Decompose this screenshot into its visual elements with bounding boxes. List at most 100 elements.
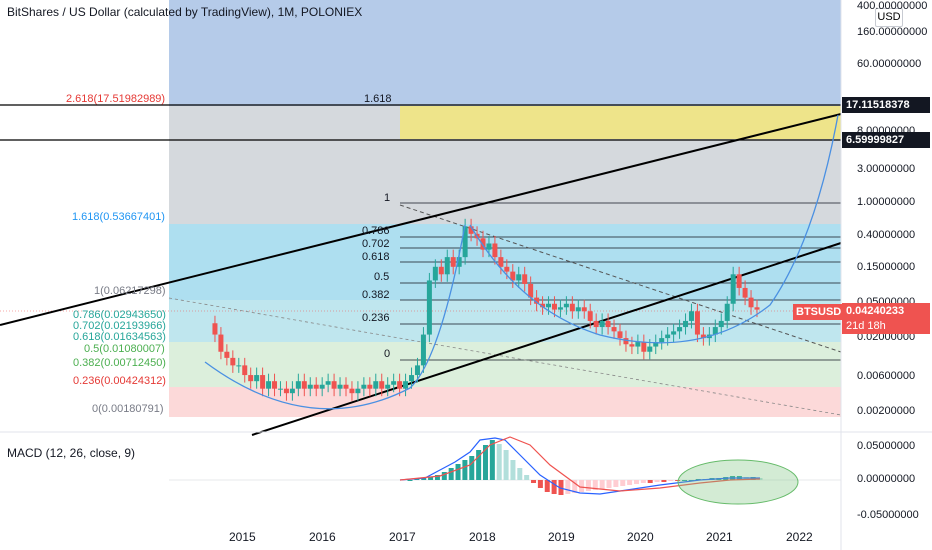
y-tick: 160.00000000 (857, 26, 928, 38)
candle-body (569, 303, 575, 312)
candle-body (522, 274, 528, 284)
candle-body (581, 307, 587, 312)
candle-body (623, 338, 629, 345)
y-tick: 1.00000000 (857, 196, 916, 208)
macd-bar (428, 477, 434, 480)
macd-bar (489, 440, 495, 480)
y-tick: 400.00000000 (857, 0, 928, 12)
macd-bar (647, 480, 653, 483)
zone-white-box (0, 106, 169, 141)
macd-bar (448, 468, 454, 480)
candle-body (331, 381, 337, 389)
lower-line-tag: 6.59999827 (842, 132, 930, 148)
candle-body (391, 381, 397, 385)
macd-bar (496, 444, 502, 480)
candle-body (599, 320, 605, 328)
macd-bar (599, 480, 605, 489)
macd-bar (606, 480, 612, 488)
macd-bar (476, 450, 482, 480)
candle-body (385, 384, 391, 389)
macd-bar (503, 450, 509, 480)
candle-body (283, 388, 289, 394)
macd-bar (613, 480, 619, 487)
candle-body (230, 357, 236, 366)
fib-center-label: 0.382 (362, 289, 390, 301)
y-tick: 0.02000000 (857, 331, 916, 343)
candle-body (438, 266, 444, 275)
symbol-tag: BTSUSD (793, 304, 845, 320)
candle-body (462, 226, 468, 258)
macd-bar (510, 460, 516, 480)
fib-center-label: 0.236 (362, 312, 390, 324)
candle-body (456, 257, 462, 267)
candle-body (289, 388, 295, 394)
candle-body (492, 243, 498, 258)
candle-body (683, 320, 689, 328)
candle-body (587, 311, 593, 321)
macd-bar (414, 479, 420, 480)
candle-body (498, 257, 504, 267)
candle-body (694, 311, 700, 335)
x-tick: 2019 (548, 530, 575, 544)
macd-bar (407, 480, 413, 481)
candle-body (510, 271, 516, 281)
candle-body (516, 274, 522, 281)
candle-body (730, 274, 736, 304)
candle-body (629, 344, 635, 347)
macd-tick: -0.05000000 (857, 509, 919, 521)
macd-bar (620, 480, 626, 486)
fib-lines (400, 202, 841, 361)
zone-top-blue (169, 0, 841, 106)
candle-body (557, 307, 563, 310)
fib-label: 0.786(0.02943650) (73, 309, 166, 321)
fib-label: 0.236(0.00424312) (73, 375, 166, 387)
macd-bar (524, 475, 530, 480)
candle-body (337, 384, 343, 389)
y-tick: 0.00600000 (857, 370, 916, 382)
candle-body (313, 384, 319, 389)
fib-label: 0.618(0.01634563) (73, 331, 166, 343)
candle-body (420, 334, 426, 366)
candle-body (653, 342, 659, 347)
y-tick: 3.00000000 (857, 163, 916, 175)
macd-bar (654, 480, 660, 482)
y-tick: 0.40000000 (857, 229, 916, 241)
arc-2 (469, 114, 839, 344)
macd-bar (421, 478, 427, 480)
macd-bar (462, 460, 468, 480)
macd-bar (482, 445, 488, 480)
candle-body (355, 388, 361, 394)
fib-label: 0.5(0.01080007) (84, 343, 165, 355)
candle-body (748, 297, 754, 308)
x-tick: 2018 (469, 530, 496, 544)
zone-fib-red (169, 387, 841, 417)
currency-button[interactable]: USD (875, 8, 903, 27)
macd-bar (544, 480, 550, 492)
candle-body (688, 311, 694, 321)
candle-body (367, 384, 373, 389)
macd-bar (551, 480, 557, 494)
candle-body (260, 375, 266, 389)
candle-body (432, 266, 438, 281)
candle-body (593, 320, 599, 328)
candle-body (647, 346, 653, 352)
last-price-tag: 0.04240233 (842, 303, 930, 319)
macd-bar (434, 475, 440, 480)
y-tick: 0.00200000 (857, 405, 916, 417)
candle-body (534, 297, 540, 304)
candle-body (343, 384, 349, 389)
upper-line-tag: 17.11518378 (842, 97, 930, 113)
macd-bar (469, 456, 475, 480)
fib-center-label: 0.786 (362, 225, 390, 237)
signal-line (399, 436, 761, 492)
candle-body (301, 381, 307, 389)
macd-bar (517, 468, 523, 480)
zone-fib-green (169, 342, 841, 387)
fib-label: 0(0.00180791) (92, 403, 164, 415)
candle-body (277, 388, 283, 390)
macd-histogram (407, 440, 763, 495)
macd-tick: 0.05000000 (857, 440, 916, 452)
candle-body (307, 384, 313, 389)
candle-body (671, 331, 677, 335)
